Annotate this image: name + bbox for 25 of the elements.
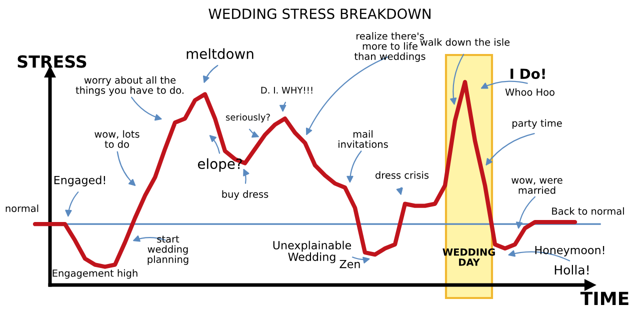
x-axis-title: TIME [580,292,628,305]
annotation: buy dress [222,190,268,200]
annotation: seriously? [226,114,270,122]
annotation: elope? [198,158,242,172]
annotation: dress crisis [376,171,429,179]
annotation: D. I. WHY!!! [261,86,312,94]
annotation: wow, were married [512,178,562,194]
y-axis-title: STRESS [18,55,86,68]
chart-title: WEDDING STRESS BREAKDOWN [208,8,430,20]
text: walk down the isle [420,38,510,46]
annotation: mail invitations [338,130,388,148]
ref-line-label: normal [6,204,38,212]
annotation: Honeymoon! [535,246,604,256]
annotation: WEDDING DAY [442,248,495,266]
text: meltdown [186,48,254,60]
annotation: wow, lots to do [94,130,140,148]
annotation: Engaged! [54,176,105,186]
annotation: worry about all the things you have to do. [76,76,184,96]
text: I Do! [510,68,545,80]
annotation: Holla! [554,264,588,275]
annotation: Whoo Hoo [505,88,554,96]
annotation: Back to normal [552,207,624,215]
annotation: Engagement high [52,269,138,279]
annotation: start wedding planning [148,236,188,265]
annotation: party time [512,119,562,129]
